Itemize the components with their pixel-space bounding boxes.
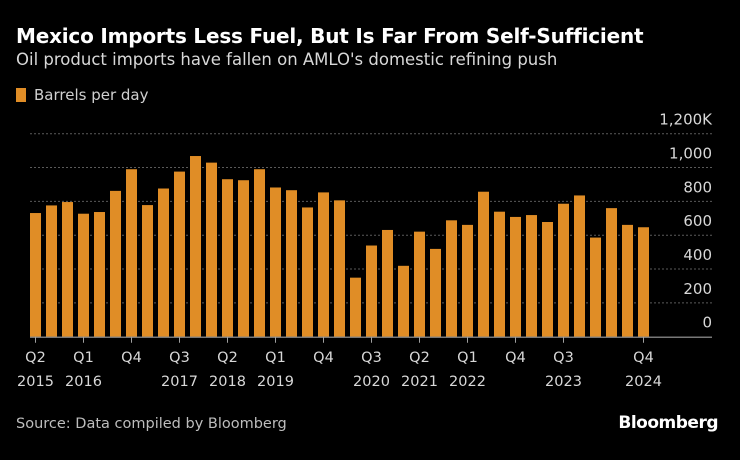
- x-tick-label-quarter: Q1: [73, 350, 94, 366]
- bar: [334, 200, 345, 337]
- x-tick-label-year: 2016: [65, 374, 102, 390]
- x-tick-label-year: 2021: [401, 374, 438, 390]
- x-tick-label-quarter: Q4: [633, 350, 654, 366]
- bar: [398, 265, 409, 337]
- bar: [574, 195, 585, 337]
- x-tick-label-year: 2019: [257, 374, 294, 390]
- x-tick-label-quarter: Q1: [265, 350, 286, 366]
- bar: [382, 229, 393, 337]
- chart-title: Mexico Imports Less Fuel, But Is Far Fro…: [16, 24, 644, 48]
- bar: [462, 224, 473, 337]
- bar: [126, 169, 137, 337]
- bar-chart: 0 200 400 600 800 1,000 1,200K Q2 2015 Q1 2016 Q4 Q3…: [17, 111, 713, 390]
- x-tick-label-year: 2015: [17, 374, 54, 390]
- bar: [270, 187, 281, 337]
- x-tick-label-quarter: Q2: [217, 350, 238, 366]
- legend: Barrels per day: [16, 86, 148, 104]
- bar: [430, 248, 441, 337]
- y-tick-label: 600: [683, 212, 712, 230]
- x-tick-label-quarter: Q3: [169, 350, 190, 366]
- bar: [238, 180, 249, 337]
- bar: [302, 207, 313, 337]
- bar: [46, 205, 57, 337]
- bar: [190, 156, 201, 337]
- bar: [494, 211, 505, 337]
- x-tick-label-year: 2022: [449, 374, 486, 390]
- bar: [510, 216, 521, 337]
- y-tick-label: 1,200K: [659, 111, 713, 129]
- bar: [638, 227, 649, 337]
- x-tick-label-quarter: Q1: [457, 350, 478, 366]
- x-tick-label-quarter: Q2: [409, 350, 430, 366]
- legend-swatch: [16, 88, 26, 102]
- bar: [542, 222, 553, 337]
- bar: [558, 203, 569, 337]
- bar: [446, 220, 457, 337]
- bar: [286, 190, 297, 337]
- bar: [350, 277, 361, 337]
- bar: [174, 171, 185, 337]
- bar: [478, 191, 489, 337]
- y-tick-label: 400: [683, 246, 712, 264]
- bar: [366, 245, 377, 337]
- bar: [622, 224, 633, 337]
- x-tick-label-year: 2020: [353, 374, 390, 390]
- x-tick-label-quarter: Q4: [313, 350, 334, 366]
- x-tick-label-year: 2024: [625, 374, 662, 390]
- x-tick-label-year: 2023: [545, 374, 582, 390]
- bar: [414, 231, 425, 337]
- bar: [206, 162, 217, 337]
- bar: [590, 237, 601, 337]
- bar: [222, 179, 233, 337]
- y-tick-label: 0: [702, 314, 712, 332]
- x-tick-label-year: 2018: [209, 374, 246, 390]
- bar: [62, 202, 73, 337]
- bar: [526, 215, 537, 337]
- bloomberg-logo: Bloomberg: [618, 413, 718, 433]
- y-tick-label: 800: [683, 178, 712, 196]
- bar: [78, 213, 89, 337]
- chart-subtitle: Oil product imports have fallen on AMLO'…: [16, 50, 558, 69]
- bar: [158, 188, 169, 337]
- bar: [606, 208, 617, 337]
- bar: [318, 192, 329, 337]
- legend-label: Barrels per day: [34, 86, 149, 104]
- bar: [110, 190, 121, 337]
- bar: [254, 169, 265, 337]
- bar: [142, 205, 153, 337]
- y-tick-label: 1,000: [669, 145, 712, 163]
- y-tick-label: 200: [683, 280, 712, 298]
- x-tick-label-year: 2017: [161, 374, 198, 390]
- x-tick-label-quarter: Q3: [553, 350, 574, 366]
- bar: [94, 212, 105, 337]
- bar: [30, 213, 41, 337]
- x-tick-label-quarter: Q4: [505, 350, 526, 366]
- x-tick-label-quarter: Q2: [25, 350, 46, 366]
- source-note: Source: Data compiled by Bloomberg: [16, 416, 287, 432]
- x-tick-label-quarter: Q4: [121, 350, 142, 366]
- x-tick-label-quarter: Q3: [361, 350, 382, 366]
